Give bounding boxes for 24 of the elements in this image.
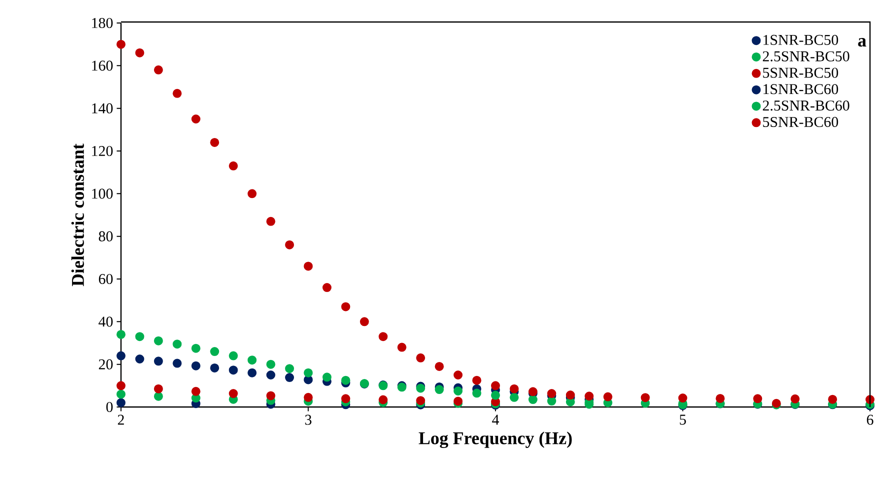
y-axis-title: Dielectric constant xyxy=(71,144,84,286)
annotation: a xyxy=(858,38,866,47)
legend-label: 5SNR-BC60 xyxy=(763,116,838,128)
x-tick-label: 2 xyxy=(118,414,124,425)
y-tick-label: 40 xyxy=(98,316,113,327)
y-tick-label: 140 xyxy=(92,103,113,114)
y-tick-label: 0 xyxy=(106,402,113,412)
x-tick-label: 3 xyxy=(305,414,312,425)
x-tick-label: 4 xyxy=(492,414,500,425)
legend-label: 1SNR-BC60 xyxy=(764,84,838,94)
y-tick-label: 160 xyxy=(92,60,113,71)
y-tick-label: 60 xyxy=(98,274,113,284)
legend-label: 1SNR-BC50 xyxy=(764,34,838,45)
x-tick-label: 6 xyxy=(866,414,874,425)
x-tick-label: 5 xyxy=(680,414,686,425)
legend-label: 2.5SNR-BC50 xyxy=(762,51,850,62)
y-tick-label: 80 xyxy=(98,231,113,242)
legend-label: 2.5SNR-BC60 xyxy=(762,100,850,111)
legend-label: 5SNR-BC50 xyxy=(763,68,838,78)
y-tick-label: 20 xyxy=(98,359,113,370)
y-tick-label: 100 xyxy=(92,188,113,199)
y-tick-label: 180 xyxy=(92,18,113,28)
y-tick-label: 120 xyxy=(92,146,113,156)
x-axis-title: Log Frequency (Hz) xyxy=(418,432,572,448)
